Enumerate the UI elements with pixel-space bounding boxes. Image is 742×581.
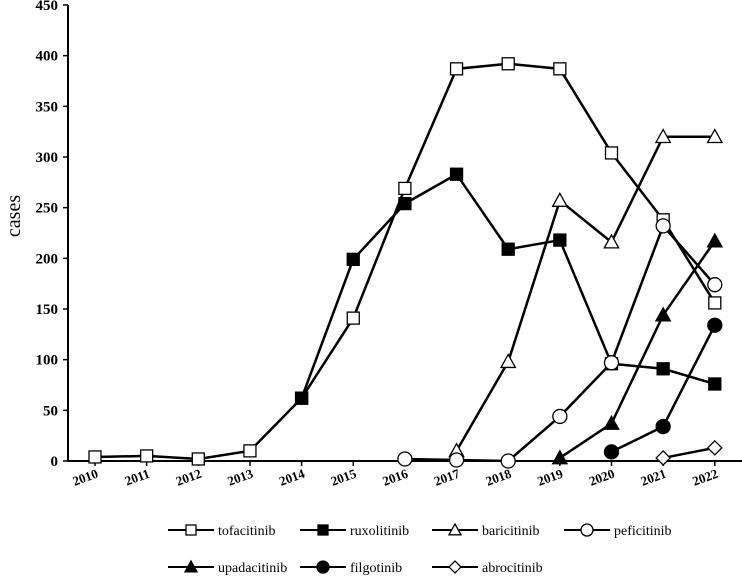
series-peficitinib xyxy=(398,219,722,468)
data-point-circle xyxy=(605,356,619,370)
y-axis-label: cases xyxy=(3,195,25,237)
axes: 0 50 100 150 200 250 300 350 400 450 2010 2011 2012 2… xyxy=(36,0,742,489)
data-point-square xyxy=(657,363,669,375)
y-tick-label: 300 xyxy=(36,150,59,166)
data-point-square xyxy=(296,392,308,404)
data-point-circle xyxy=(656,219,670,233)
legend-label: ruxolitinib xyxy=(350,524,409,539)
data-point-square xyxy=(451,168,463,180)
data-point-square xyxy=(244,445,256,457)
y-tick-label: 350 xyxy=(36,99,59,115)
data-point-circle xyxy=(656,420,670,434)
legend-item-upadacitinib: upadacitinib xyxy=(168,561,287,576)
series-tofacitinib xyxy=(89,58,721,465)
data-point-circle xyxy=(450,453,464,467)
data-point-square xyxy=(399,198,411,210)
x-tick-label: 2021 xyxy=(639,466,669,489)
data-point-square xyxy=(502,243,514,255)
x-tick-label: 2016 xyxy=(380,466,410,489)
data-point-square xyxy=(89,451,101,463)
legend-label: upadacitinib xyxy=(218,561,287,576)
data-point-circle xyxy=(708,318,722,332)
data-point-diamond xyxy=(708,441,722,455)
x-tick-label: 2012 xyxy=(174,466,204,489)
legend-label: peficitinib xyxy=(614,524,672,539)
legend-item-ruxolitinib: ruxolitinib xyxy=(300,524,409,539)
y-tick-label: 450 xyxy=(36,0,59,14)
series-upadacitinib xyxy=(553,234,722,464)
data-point-square xyxy=(399,182,411,194)
data-point-square xyxy=(554,63,566,75)
data-point-triangle xyxy=(501,354,515,367)
y-tick-label: 50 xyxy=(43,403,58,419)
data-point-circle xyxy=(708,278,722,292)
legend-label: tofacitinib xyxy=(218,524,276,539)
data-point-circle xyxy=(501,454,515,468)
x-tick-label: 2014 xyxy=(277,466,307,489)
data-point-square xyxy=(554,234,566,246)
data-point-circle xyxy=(398,452,412,466)
y-tick-label: 250 xyxy=(36,201,59,217)
legend-item-baricitinib: baricitinib xyxy=(432,524,540,539)
data-point-square xyxy=(451,63,463,75)
data-point-diamond xyxy=(449,561,461,573)
x-tick-label: 2018 xyxy=(484,466,514,489)
series-baricitinib xyxy=(449,130,722,457)
data-point-square xyxy=(192,453,204,465)
legend-item-peficitinib: peficitinib xyxy=(564,524,672,539)
data-point-square xyxy=(347,253,359,265)
y-tick-label: 200 xyxy=(36,251,59,267)
data-point-circle xyxy=(581,524,593,536)
x-tick-label: 2017 xyxy=(432,466,462,489)
data-point-circle xyxy=(553,409,567,423)
data-point-square xyxy=(606,147,618,159)
series-filgotinib xyxy=(605,318,722,459)
x-tick-label: 2022 xyxy=(690,466,720,489)
data-point-circle xyxy=(605,445,619,459)
x-tick-label: 2011 xyxy=(123,466,152,489)
data-point-square xyxy=(141,450,153,462)
data-point-circle xyxy=(317,561,329,573)
legend-label: baricitinib xyxy=(482,524,540,539)
series-layer xyxy=(89,58,722,468)
legend-item-tofacitinib: tofacitinib xyxy=(168,524,276,539)
series-ruxolitinib xyxy=(296,168,721,404)
legend-item-abrocitinib: abrocitinib xyxy=(432,561,543,576)
data-point-triangle xyxy=(604,416,618,429)
data-point-square xyxy=(347,312,359,324)
x-tick-label: 2013 xyxy=(225,466,255,489)
data-point-square xyxy=(709,297,721,309)
y-tick-label: 0 xyxy=(51,454,59,470)
x-tick-label: 2019 xyxy=(535,466,565,489)
data-point-square xyxy=(502,58,514,70)
data-point-triangle xyxy=(553,193,567,206)
data-point-diamond xyxy=(656,451,670,465)
series-line xyxy=(663,448,715,458)
y-tick-label: 150 xyxy=(36,302,59,318)
data-point-triangle xyxy=(553,451,567,464)
x-tick-label: 2020 xyxy=(587,466,617,489)
legend: tofacitinib ruxolitinib baricitinib peficit… xyxy=(168,524,672,576)
legend-label: filgotinib xyxy=(350,561,402,576)
legend-label: abrocitinib xyxy=(482,561,543,576)
data-point-triangle xyxy=(708,234,722,247)
data-point-square xyxy=(709,378,721,390)
data-point-square xyxy=(186,525,196,535)
x-tick-label: 2010 xyxy=(70,466,100,489)
legend-item-filgotinib: filgotinib xyxy=(300,561,402,576)
y-tick-label: 100 xyxy=(36,353,59,369)
y-tick-label: 400 xyxy=(36,49,59,65)
series-line xyxy=(560,241,715,458)
data-point-square xyxy=(318,525,328,535)
x-tick-label: 2015 xyxy=(329,466,359,489)
